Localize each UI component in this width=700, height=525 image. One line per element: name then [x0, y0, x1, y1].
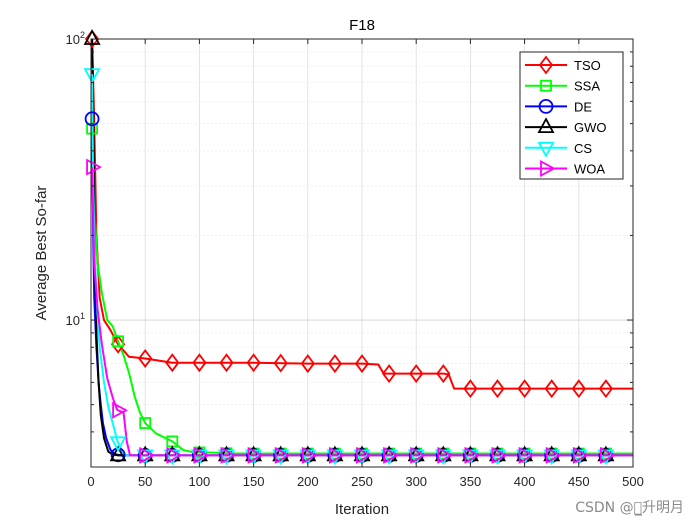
marker-tso [381, 364, 397, 384]
legend-label-tso: TSO [574, 58, 601, 73]
marker-tso [354, 354, 370, 374]
legend: TSO SSA DE GWO CS WOA [519, 51, 624, 180]
legend-label-ssa: SSA [574, 79, 600, 94]
series-line-tso [91, 38, 633, 390]
marker-tso [165, 353, 180, 373]
marker-gwo [83, 29, 101, 45]
marker-gwo [109, 445, 127, 462]
legend-marker-de [538, 99, 554, 114]
x-tick-label: 450 [568, 474, 590, 489]
x-tick-label: 350 [460, 474, 482, 489]
series-line-woa [91, 167, 633, 457]
x-tick-label: 500 [622, 474, 644, 489]
marker-woa [437, 446, 454, 464]
marker-tso [598, 379, 614, 399]
marker-woa [518, 446, 535, 464]
x-tick-label: 100 [189, 474, 211, 489]
marker-tso [544, 379, 559, 399]
marker-woa [112, 401, 128, 419]
legend-marker-gwo [537, 117, 555, 134]
marker-woa [545, 446, 562, 464]
legend-label-woa: WOA [574, 162, 605, 177]
marker-tso [246, 353, 261, 373]
marker-woa [247, 446, 264, 464]
marker-tso [84, 29, 100, 49]
legend-entry-woa: WOA [525, 159, 605, 178]
legend-marker-cs [537, 141, 555, 158]
marker-woa [410, 446, 427, 464]
legend-marker-tso [538, 55, 554, 75]
watermark: CSDN @心̲升明月 [575, 500, 684, 516]
marker-woa [328, 446, 345, 464]
marker-woa [220, 446, 237, 464]
legend-label-gwo: GWO [574, 120, 607, 135]
legend-entry-gwo: GWO [525, 117, 607, 135]
marker-tso [463, 379, 478, 399]
y-tick-labels: 101 102 [66, 30, 85, 328]
legend-entry-ssa: SSA [525, 79, 600, 94]
y-axis-title: Average Best So-far [33, 186, 50, 321]
y-tick-label: 102 [66, 30, 85, 47]
legend-label-de: DE [574, 99, 592, 114]
legend-entry-tso: TSO [525, 55, 601, 75]
marker-woa [166, 446, 183, 464]
marker-woa [139, 446, 156, 464]
marker-tso [110, 334, 126, 354]
marker-cs [83, 68, 101, 85]
legend-marker-ssa [540, 79, 552, 92]
marker-woa [464, 446, 481, 464]
x-axis-title: Iteration [335, 501, 389, 518]
marker-ssa [139, 417, 152, 429]
marker-woa [572, 446, 589, 464]
marker-woa [600, 446, 616, 464]
marker-ssa [112, 335, 124, 348]
x-tick-label: 250 [351, 474, 373, 489]
marker-woa [274, 446, 291, 464]
marker-woa [193, 446, 210, 464]
marker-tso [436, 364, 451, 384]
series-markers-woa [86, 158, 616, 464]
legend-entry-de: DE [525, 99, 592, 114]
marker-tso [300, 354, 315, 374]
legend-label-cs: CS [574, 141, 592, 156]
legend-marker-woa [540, 159, 556, 178]
marker-tso [273, 353, 288, 373]
legend-entry-cs: CS [525, 141, 592, 158]
chart-title: F18 [349, 17, 375, 34]
marker-tso [327, 354, 343, 374]
x-tick-label: 150 [243, 474, 265, 489]
marker-tso [138, 348, 153, 368]
marker-cs [109, 436, 127, 453]
marker-tso [219, 353, 234, 373]
marker-tso [517, 379, 532, 399]
marker-woa [356, 446, 372, 464]
series-markers [83, 29, 616, 466]
marker-tso [409, 364, 424, 384]
legend-box [519, 51, 624, 180]
series-markers-tso [84, 29, 614, 399]
marker-woa [301, 446, 318, 464]
x-tick-label: 50 [138, 474, 152, 489]
marker-tso [192, 353, 207, 373]
marker-tso [490, 379, 505, 399]
marker-tso [571, 379, 586, 399]
marker-woa [86, 158, 102, 176]
x-tick-labels: 0 50 100 150 200 250 300 350 400 450 500 [87, 474, 643, 489]
axis-ticks [90, 38, 634, 467]
marker-woa [491, 446, 508, 464]
marker-woa [383, 446, 399, 464]
x-tick-label: 200 [297, 474, 319, 489]
x-tick-label: 0 [87, 474, 94, 489]
marker-de [84, 111, 100, 127]
x-tick-label: 300 [405, 474, 427, 489]
x-tick-label: 400 [514, 474, 536, 489]
y-tick-label: 101 [66, 311, 85, 328]
